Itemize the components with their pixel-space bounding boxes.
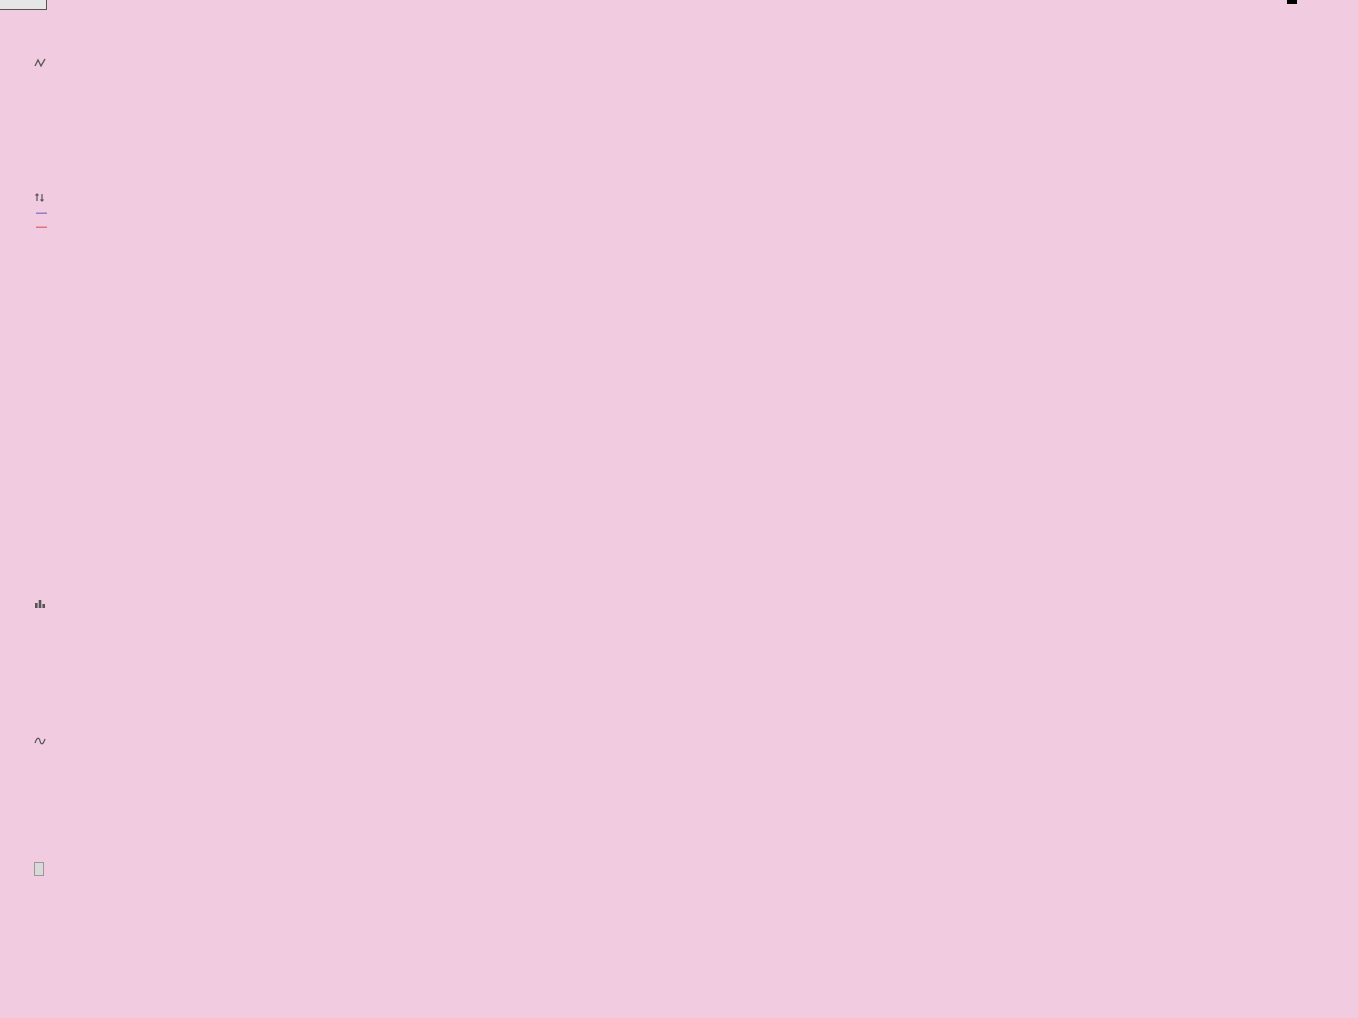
stoch-panel-label	[34, 861, 49, 876]
price-panel-icon	[34, 191, 46, 206]
last-price-box	[1287, 0, 1297, 4]
macd-panel-label	[34, 735, 49, 750]
window-artifact	[0, 0, 47, 10]
volume-panel-label	[34, 597, 49, 612]
macd-panel-icon	[34, 735, 46, 750]
volume-panel-icon	[34, 597, 46, 612]
ma200-legend: —	[36, 221, 47, 233]
rsi-panel-label	[34, 57, 49, 72]
price-panel-label	[34, 191, 49, 206]
ma50-legend: —	[36, 207, 47, 219]
stoch-tooltip	[34, 862, 44, 876]
rsi-panel-icon	[34, 57, 46, 72]
